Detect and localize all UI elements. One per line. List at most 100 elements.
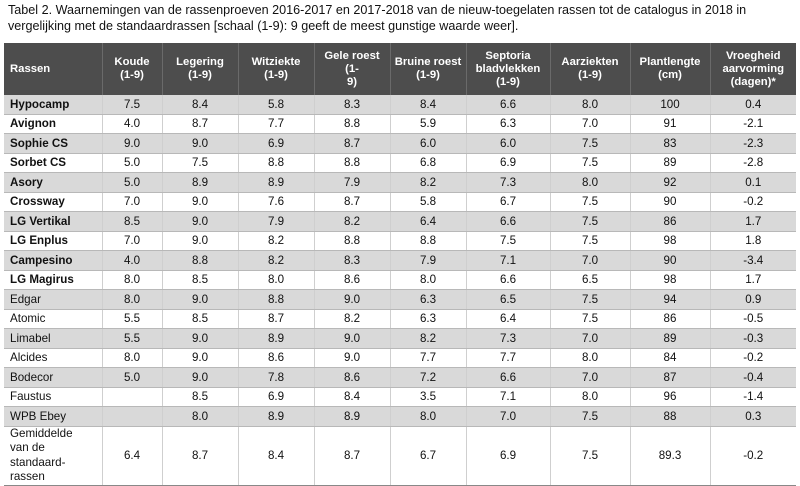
table-cell: 7.0	[101, 231, 162, 251]
table-cell: 8.8	[237, 153, 314, 173]
table-cell: 5.0	[101, 172, 162, 193]
table-row: Avignon 4.0 8.7 7.7 8.8 5.9 6.3 7.0 91 -2.1	[4, 114, 796, 134]
table-cell: 8.5	[101, 211, 162, 232]
table-cell: 7.1	[465, 250, 550, 271]
table-cell: 8.4	[161, 95, 238, 115]
variety-name: LG Enplus	[4, 231, 102, 251]
table-cell: 9.0	[313, 348, 390, 368]
table-cell: 6.0	[465, 133, 550, 154]
table-cell: 8.4	[389, 95, 466, 115]
table-cell: 9.0	[161, 133, 238, 154]
header-witziekte: Witziekte (1-9)	[237, 43, 314, 95]
table-cell: 9.0	[161, 328, 238, 349]
table-cell: 0.9	[709, 289, 796, 310]
table-cell: 7.3	[465, 172, 550, 193]
table-cell: 8.5	[161, 270, 238, 290]
table-cell: 7.1	[465, 387, 550, 407]
table-cell: 1.8	[709, 231, 796, 251]
variety-name: Faustus	[4, 387, 102, 407]
table-cell: 86	[629, 309, 710, 329]
table-row: LG Vertikal 8.5 9.0 7.9 8.2 6.4 6.6 7.5 86 1.7	[4, 211, 796, 232]
average-label-line: rassen	[10, 470, 45, 483]
variety-name: Hypocamp	[4, 95, 102, 115]
table-cell: 0.3	[709, 406, 796, 427]
table-cell: 6.5	[549, 270, 630, 290]
caption-line: vergelijking met de standaardrassen [sch…	[8, 19, 519, 33]
table-cell: 7.9	[237, 211, 314, 232]
table-cell: 6.8	[389, 153, 466, 173]
table-cell: 8.7	[313, 192, 390, 212]
header-label: Rassen	[10, 62, 51, 75]
table-cell: 5.0	[101, 367, 162, 388]
variety-name: LG Magirus	[4, 270, 102, 290]
table-cell: 7.3	[465, 328, 550, 349]
table-cell: 6.3	[465, 114, 550, 134]
table-cell: 8.9	[237, 172, 314, 193]
table-cell: 1.7	[709, 211, 796, 232]
table-cell: 84	[629, 348, 710, 368]
table-cell: 7.8	[237, 367, 314, 388]
table-cell: 7.5	[549, 153, 630, 173]
table-cell	[101, 406, 162, 427]
header-label: Aarziekten	[561, 56, 619, 68]
table-row: Limabel 5.5 9.0 8.9 9.0 8.2 7.3 7.0 89 -0.3	[4, 328, 796, 349]
table-cell: 6.7	[465, 192, 550, 212]
header-label: (cm)	[658, 69, 682, 81]
variety-name: Crossway	[4, 192, 102, 212]
table-cell: 5.0	[101, 153, 162, 173]
table-cell: 4.0	[101, 250, 162, 271]
header-label: (dagen)*	[730, 75, 776, 88]
table-cell: 9.0	[313, 289, 390, 310]
variety-name: LG Vertikal	[4, 211, 102, 232]
table-row: Crossway 7.0 9.0 7.6 8.7 5.8 6.7 7.5 90 -0.2	[4, 192, 796, 212]
table-cell: 7.6	[237, 192, 314, 212]
table-cell: 9.0	[101, 133, 162, 154]
table-cell: 7.9	[389, 250, 466, 271]
table-cell: 92	[629, 172, 710, 193]
variety-name: Atomic	[4, 309, 102, 329]
table-cell: 6.3	[389, 289, 466, 310]
table-cell: 8.9	[161, 172, 238, 193]
table-cell: 8.0	[101, 348, 162, 368]
table-cell: 5.9	[389, 114, 466, 134]
header-row: Rassen Koude (1-9) Legering (1-9) Witziekte (1…	[4, 43, 796, 95]
table-cell: -0.4	[709, 367, 796, 388]
table-cell: 90	[629, 192, 710, 212]
variety-name: Limabel	[4, 328, 102, 349]
average-cell: 8.7	[313, 426, 390, 486]
table-cell: -3.4	[709, 250, 796, 271]
table-cell: 8.4	[313, 387, 390, 407]
table-row: Alcides 8.0 9.0 8.6 9.0 7.7 7.7 8.0 84 -0.2	[4, 348, 796, 368]
average-cell: 8.7	[161, 426, 238, 486]
variety-name: Campesino	[4, 250, 102, 271]
table-cell: 6.6	[465, 367, 550, 388]
table-cell: 8.3	[313, 95, 390, 115]
table-cell: -2.1	[709, 114, 796, 134]
table-row: Hypocamp 7.5 8.4 5.8 8.3 8.4 6.6 8.0 100 0.4	[4, 95, 796, 115]
table-cell: 5.8	[389, 192, 466, 212]
table-cell: 8.0	[101, 270, 162, 290]
table-cell: 8.2	[313, 211, 390, 232]
table-row: Campesino 4.0 8.8 8.2 8.3 7.9 7.1 7.0 90 -3.4	[4, 250, 796, 271]
table-cell: 9.0	[313, 328, 390, 349]
header-koude: Koude (1-9)	[101, 43, 162, 95]
table-cell: 8.8	[389, 231, 466, 251]
table-cell: 8.6	[237, 348, 314, 368]
table-cell: 9.0	[161, 192, 238, 212]
table-cell: 8.6	[313, 270, 390, 290]
table-cell: -0.2	[709, 192, 796, 212]
table-cell: 8.0	[549, 95, 630, 115]
table-row: LG Enplus 7.0 9.0 8.2 8.8 8.8 7.5 7.5 98 1.8	[4, 231, 796, 251]
table-cell: 5.8	[237, 95, 314, 115]
table-cell: 4.0	[101, 114, 162, 134]
variety-name: Edgar	[4, 289, 102, 310]
table-cell: 7.7	[389, 348, 466, 368]
table-cell: 94	[629, 289, 710, 310]
average-cell: 89.3	[629, 426, 710, 486]
table-cell: 7.5	[549, 289, 630, 310]
header-vroegheid: Vroegheid aarvorming (dagen)*	[709, 43, 796, 95]
table-cell: 9.0	[161, 348, 238, 368]
table-cell: 6.4	[389, 211, 466, 232]
table-caption: Tabel 2. Waarnemingen van de rassenproev…	[8, 2, 792, 34]
table-cell: 8.8	[313, 114, 390, 134]
